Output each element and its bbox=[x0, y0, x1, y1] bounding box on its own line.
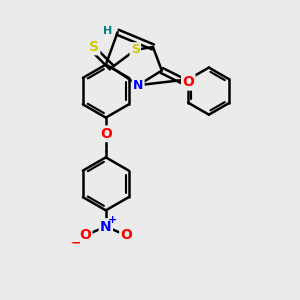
Text: N: N bbox=[100, 220, 112, 234]
Text: H: H bbox=[103, 26, 112, 36]
Text: O: O bbox=[100, 127, 112, 141]
Text: S: S bbox=[131, 44, 140, 56]
Text: +: + bbox=[108, 215, 117, 225]
Text: O: O bbox=[121, 228, 132, 242]
Text: S: S bbox=[89, 40, 99, 54]
Text: O: O bbox=[182, 75, 194, 89]
Text: O: O bbox=[79, 228, 91, 242]
Text: N: N bbox=[133, 79, 143, 92]
Text: −: − bbox=[71, 236, 82, 249]
